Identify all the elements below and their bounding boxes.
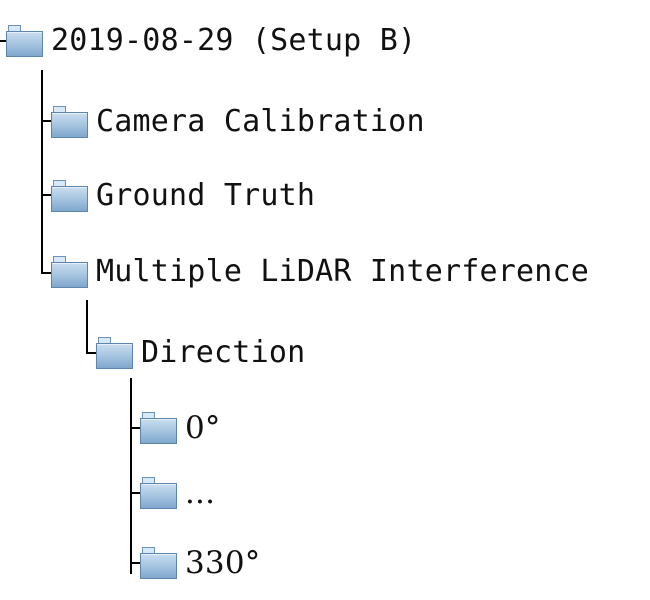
branch-multiple-lidar [41, 272, 51, 274]
branch-330-degrees [130, 562, 140, 564]
folder-icon [51, 256, 88, 288]
node-label: Ground Truth [96, 178, 316, 213]
branch-0-degrees [130, 427, 140, 429]
node-label: 330° [185, 544, 261, 581]
root-stub-line [0, 40, 6, 42]
root-branch-line [41, 70, 43, 274]
tree-node-ground-truth[interactable]: Ground Truth [51, 174, 315, 218]
branch-direction [86, 352, 96, 354]
direction-branch-line [130, 378, 132, 574]
folder-icon [51, 180, 88, 212]
tree-node-0-degrees[interactable]: 0° [140, 406, 221, 450]
folder-icon [96, 337, 133, 369]
node-label: Direction [141, 335, 306, 370]
tree-node-330-degrees[interactable]: 330° [140, 541, 260, 585]
lidar-branch-line [86, 300, 88, 354]
tree-node-root[interactable]: 2019-08-29 (Setup B) [6, 19, 416, 63]
folder-icon [140, 477, 177, 509]
node-label: 2019-08-29 (Setup B) [51, 23, 417, 58]
tree-node-multiple-lidar-interference[interactable]: Multiple LiDAR Interference [51, 250, 589, 294]
node-label: Multiple LiDAR Interference [96, 254, 590, 289]
folder-icon [6, 25, 43, 57]
folder-icon [51, 106, 88, 138]
tree-node-ellipsis[interactable]: ... [140, 471, 215, 515]
tree-node-camera-calibration[interactable]: Camera Calibration [51, 100, 425, 144]
node-label: Camera Calibration [96, 104, 425, 139]
branch-ellipsis [130, 492, 140, 494]
folder-icon [140, 412, 177, 444]
node-label: 0° [185, 409, 221, 446]
node-label: ... [185, 474, 216, 511]
folder-icon [140, 547, 177, 579]
branch-camera-calibration [41, 120, 51, 122]
tree-node-direction[interactable]: Direction [96, 331, 305, 375]
branch-ground-truth [41, 194, 51, 196]
